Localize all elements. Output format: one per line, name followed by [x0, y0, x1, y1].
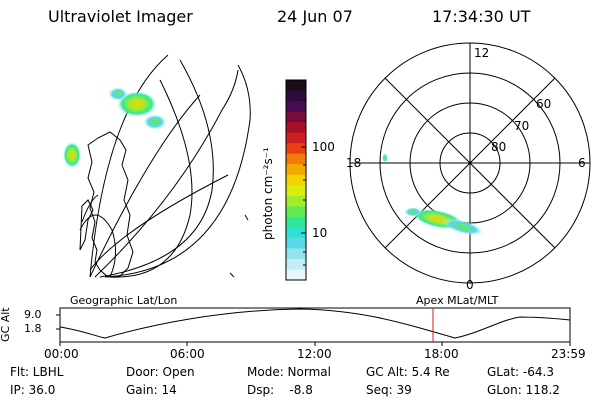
colorbar-segment — [286, 185, 306, 197]
polar-label-0: 0 — [466, 278, 474, 292]
altitude-plot — [56, 307, 571, 346]
alt-ytick-9: 9.0 — [24, 308, 42, 321]
footer-seq: Seq: 39 — [366, 383, 412, 397]
alt-xtick-0600: 06:00 — [170, 347, 205, 361]
polar-label-12: 12 — [474, 46, 490, 60]
footer-mode: Mode: Normal — [247, 365, 331, 379]
aurora-blob-left-4 — [143, 114, 167, 130]
map-arc-small — [79, 214, 116, 278]
map-meridian-4 — [99, 59, 214, 278]
colorbar-segment — [286, 227, 306, 239]
colorbar-tick-10: 10 — [312, 226, 328, 240]
coastline — [87, 131, 134, 278]
polar-label-18: 18 — [346, 156, 362, 170]
colorbar-segment — [286, 111, 306, 123]
map-edge-tick — [244, 214, 249, 221]
right-panel-label: Apex MLat/MLT — [416, 294, 499, 307]
time-label: 17:34:30 UT — [432, 7, 531, 26]
colorbar-segment — [286, 237, 306, 249]
geographic-map — [79, 54, 251, 278]
colorbar-segment — [286, 164, 306, 176]
footer-glat: GLat: -64.3 — [487, 365, 554, 379]
footer-gain: Gain: 14 — [126, 383, 177, 397]
aurora-dot-right — [382, 153, 388, 163]
map-meridian-2 — [89, 94, 201, 278]
colorbar-segment — [286, 132, 306, 144]
polar-plot — [349, 42, 591, 284]
polar-lat-60: 60 — [536, 97, 552, 111]
aurora-blob-left-2 — [63, 142, 81, 168]
colorbar-label: photon cm⁻²s⁻¹ — [261, 147, 275, 240]
colorbar-segment — [286, 206, 306, 218]
alt-xtick-1200: 12:00 — [297, 347, 332, 361]
instrument-title: Ultraviolet Imager — [48, 7, 193, 26]
aurora-oval-right-2 — [441, 218, 485, 236]
polar-label-6: 6 — [578, 156, 586, 170]
colorbar-segment — [286, 90, 306, 102]
colorbar-segment — [286, 216, 306, 228]
colorbar-segment — [286, 153, 306, 165]
colorbar-segment — [286, 248, 306, 260]
polar-lat-70: 70 — [514, 119, 530, 133]
gc-alt-axis-label: GC Alt — [0, 307, 12, 342]
colorbar — [286, 80, 306, 281]
aurora-oval-right-3 — [404, 207, 422, 217]
altitude-curve — [59, 308, 571, 339]
map-meridian-5 — [104, 64, 251, 278]
alt-xtick-1800: 18:00 — [424, 347, 459, 361]
colorbar-segment — [286, 143, 306, 155]
map-meridian-3 — [94, 69, 239, 278]
alt-xtick-2359: 23:59 — [551, 347, 586, 361]
alt-ytick-1.8: 1.8 — [24, 322, 42, 335]
coastline-2 — [79, 199, 94, 251]
aurora-blob-left-1 — [117, 91, 157, 117]
colorbar-segment — [286, 269, 306, 281]
colorbar-ticks — [301, 99, 306, 266]
colorbar-segment — [286, 101, 306, 113]
footer-door: Door: Open — [126, 365, 195, 379]
colorbar-segment — [286, 174, 306, 186]
alt-xtick-0000: 00:00 — [44, 347, 79, 361]
colorbar-tick-100: 100 — [312, 140, 335, 154]
colorbar-segment — [286, 258, 306, 270]
footer-dsp: Dsp: -8.8 — [247, 383, 313, 397]
map-edge-tick-2 — [229, 272, 235, 278]
date-label: 24 Jun 07 — [277, 7, 353, 26]
polar-lat-80: 80 — [491, 140, 507, 154]
map-meridian-1 — [89, 54, 169, 278]
footer-ip: IP: 36.0 — [10, 383, 56, 397]
footer-glon: GLon: 118.2 — [487, 383, 560, 397]
aurora-blob-left-3 — [108, 87, 128, 101]
colorbar-segment — [286, 80, 306, 92]
map-parallel-1 — [89, 174, 229, 271]
colorbar-segment — [286, 195, 306, 207]
footer-filter: Flt: LBHL — [10, 365, 64, 379]
left-panel-label: Geographic Lat/Lon — [70, 294, 178, 307]
colorbar-segment — [286, 122, 306, 134]
map-meridian-6 — [109, 79, 193, 278]
footer-gc-alt: GC Alt: 5.4 Re — [366, 365, 450, 379]
